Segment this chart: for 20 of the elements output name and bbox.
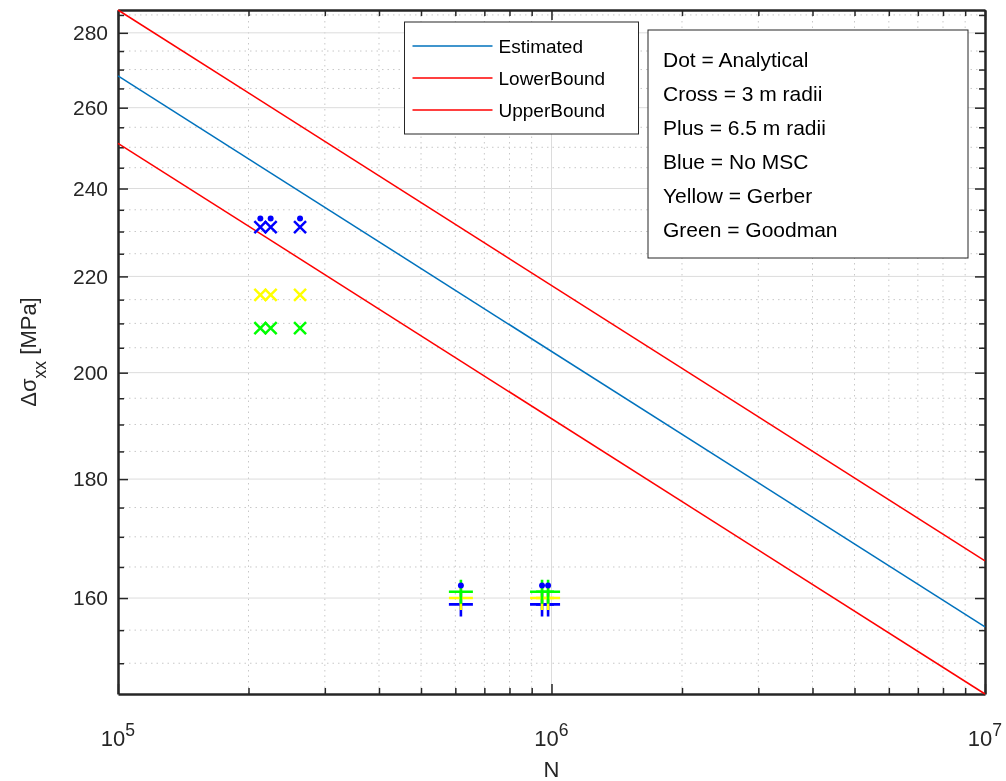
annotation: Green = Goodman	[663, 218, 838, 241]
y-tick-label: 160	[72, 586, 108, 610]
y-tick-label: 240	[72, 176, 108, 200]
legend-label: Estimated	[498, 35, 583, 57]
annotation: Plus = 6.5 m radii	[663, 116, 826, 139]
x-tick-label: 10$^{5}$	[100, 720, 136, 751]
annotation: Yellow = Gerber	[663, 184, 813, 207]
x-axis-title: N	[543, 757, 560, 781]
legend-label: UpperBound	[498, 99, 606, 121]
annotation: Blue = No MSC	[663, 150, 809, 173]
legend-label: LowerBound	[498, 67, 606, 89]
y-tick-label: 280	[72, 21, 108, 45]
y-tick-label: 260	[72, 96, 108, 120]
x-tick-label: 10$^{6}$	[534, 720, 569, 751]
x-tick-label: 10$^{7}$	[967, 720, 1003, 751]
annotation: Dot = Analytical	[663, 48, 809, 71]
annotation: Cross = 3 m radii	[663, 82, 823, 105]
y-tick-label: 200	[72, 361, 108, 385]
y-tick-label: 180	[72, 467, 108, 491]
y-tick-label: 220	[72, 264, 108, 288]
